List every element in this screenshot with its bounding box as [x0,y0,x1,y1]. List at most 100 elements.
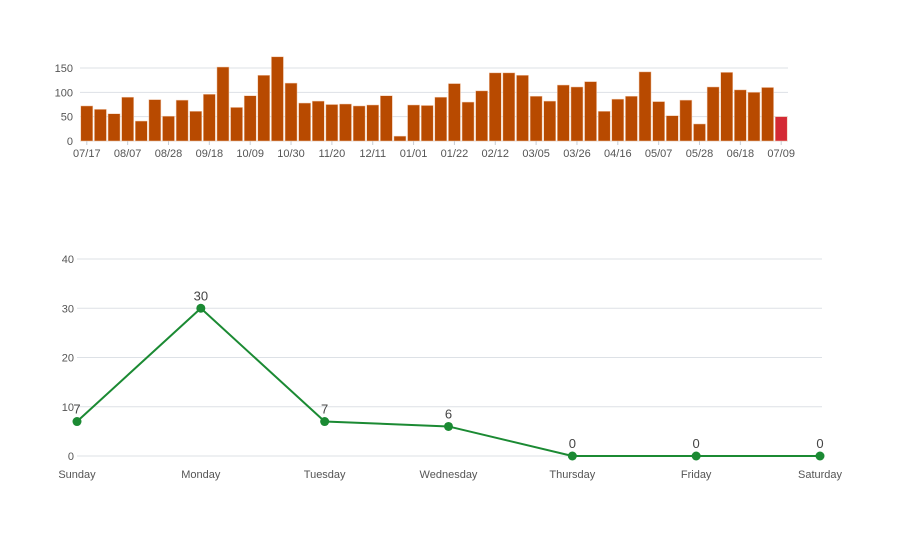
bar-x-tick-label: 01/01 [400,148,428,160]
data-label: 0 [569,436,576,451]
line-x-tick-label: Tuesday [304,469,346,481]
bar-x-tick-label: 03/26 [563,148,591,160]
bar [366,104,379,142]
bar [611,98,625,142]
bar [720,72,733,142]
data-point [196,303,206,313]
bar [747,92,761,142]
bar [298,102,311,142]
bar [175,99,189,142]
line-y-tick-label: 40 [62,254,74,266]
bar [339,103,352,142]
bar [420,105,434,142]
bar-x-tick-label: 07/17 [73,148,101,160]
data-point [320,417,330,427]
data-label: 0 [816,436,823,451]
bar-x-tick-label: 09/18 [196,148,224,160]
bar [448,83,461,142]
bar-x-tick-label: 01/22 [441,148,469,160]
bar [734,89,747,142]
bar-x-tick-label: 12/11 [359,148,386,160]
bar [243,95,257,142]
bar [393,135,407,142]
bar [543,100,556,142]
bar-x-tick-label: 04/16 [604,148,632,160]
line-y-tick-label: 20 [62,353,74,365]
bar [666,115,679,142]
bar [625,95,638,142]
bar [312,100,325,142]
bar [774,116,788,142]
bar [502,72,516,142]
weekly-bar-chart: 0 50 100 150 07/17 08/07 08/28 09/18 10/09 10/30 1… [55,56,795,160]
bar-x-tick-label: 02/12 [482,148,510,160]
bar [516,75,529,142]
bar [570,86,584,142]
series-line [76,306,820,457]
bar [203,94,216,142]
bar [162,115,175,142]
bar [80,105,94,142]
bar [693,123,706,142]
bar [638,71,652,142]
data-label: 7 [321,402,328,417]
line-x-tick-label: Friday [681,469,712,481]
data-label: 7 [73,402,80,417]
line-x-tick-label: Sunday [58,469,96,481]
data-point [567,451,577,461]
bar [189,111,202,142]
data-point [72,417,82,427]
bar [257,75,271,142]
bar-x-tick-label: 10/09 [236,148,264,160]
bar [529,95,543,142]
bar-x-tick-label: 06/18 [727,148,755,160]
bar [597,111,611,142]
bar-x-tick-label: 05/28 [686,148,714,160]
line-x-tick-label: Thursday [549,469,595,481]
bar [407,104,420,142]
bar [94,109,107,142]
bar [325,104,339,142]
bar [461,101,475,142]
bar-x-tick-label: 03/05 [522,148,550,160]
bar-x-tick-label: 08/28 [155,148,183,160]
data-label: 30 [194,288,208,303]
line-x-tick-label: Monday [181,469,221,481]
bar [557,84,570,142]
bar-x-tick-label: 11/20 [319,148,346,160]
line-y-tick-label: 10 [62,402,74,414]
line-x-tick-label: Saturday [798,469,843,481]
data-point [691,451,701,461]
bar [271,56,284,142]
bar-x-tick-label: 08/07 [114,148,142,160]
bar [148,99,162,142]
line-x-tick-label: Wednesday [420,469,478,481]
bar [679,99,693,142]
bar [652,101,665,142]
bar-y-tick-label: 150 [55,63,73,75]
data-point [815,451,825,461]
bar [761,87,774,142]
bar [121,96,134,142]
bar [434,96,448,142]
bar [706,86,720,142]
bar-y-tick-label: 50 [61,112,73,124]
bar [230,107,243,142]
bar [489,72,502,142]
line-y-tick-label: 0 [68,451,74,463]
bar-y-tick-label: 0 [67,136,73,148]
bar [216,66,230,142]
bar [380,95,393,142]
data-label: 0 [693,436,700,451]
bar [584,81,597,142]
bar-x-tick-label: 05/07 [645,148,673,160]
bar [135,120,148,142]
data-label: 6 [445,406,452,421]
bar-x-tick-label: 07/09 [767,148,795,160]
line-y-tick-label: 30 [62,303,74,315]
bar [107,113,121,142]
data-point [444,421,453,431]
bar-x-tick-label: 10/30 [277,148,305,160]
bar [352,105,366,142]
